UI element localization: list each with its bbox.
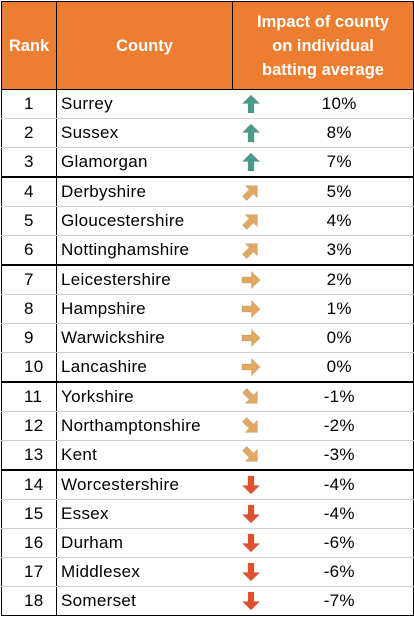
up-right-arrow-icon: [232, 177, 270, 207]
county-cell: Glamorgan: [56, 147, 233, 178]
county-cell: Sussex: [56, 118, 233, 148]
rank-cell: 8: [1, 294, 57, 324]
county-cell: Warwickshire: [56, 323, 233, 353]
impact-cell: -4%: [269, 499, 414, 529]
rank-cell: 12: [1, 411, 57, 441]
impact-cell: 5%: [269, 177, 414, 207]
county-cell: Nottinghamshire: [56, 235, 233, 266]
table-row: 13 Kent -3%: [1, 440, 414, 471]
impact-cell: 7%: [269, 147, 414, 178]
rank-cell: 18: [1, 586, 57, 616]
impact-cell: -6%: [269, 557, 414, 587]
down-arrow-icon: [232, 586, 270, 616]
county-cell: Kent: [56, 440, 233, 471]
county-cell: Gloucestershire: [56, 206, 233, 236]
impact-cell: 10%: [269, 89, 414, 119]
table-row: 3 Glamorgan 7%: [1, 147, 414, 178]
up-right-arrow-icon: [232, 206, 270, 236]
rank-cell: 16: [1, 528, 57, 558]
up-arrow-icon: [232, 147, 270, 178]
table-row: 11 Yorkshire -1%: [1, 382, 414, 412]
county-cell: Somerset: [56, 586, 233, 616]
table-row: 17 Middlesex -6%: [1, 557, 414, 587]
table-row: 2 Sussex 8%: [1, 118, 414, 148]
rank-header: Rank: [1, 1, 57, 90]
impact-header: Impact of county on individual batting a…: [231, 1, 414, 90]
impact-cell: -2%: [269, 411, 414, 441]
table-row: 18 Somerset -7%: [1, 586, 414, 616]
table-row: 9 Warwickshire 0%: [1, 323, 414, 353]
table-row: 14 Worcestershire -4%: [1, 470, 414, 500]
county-cell: Northamptonshire: [56, 411, 233, 441]
impact-cell: 1%: [269, 294, 414, 324]
county-cell: Middlesex: [56, 557, 233, 587]
table-row: 10 Lancashire 0%: [1, 352, 414, 383]
impact-cell: -3%: [269, 440, 414, 471]
table-row: 16 Durham -6%: [1, 528, 414, 558]
table-row: 1 Surrey 10%: [1, 89, 414, 119]
rank-cell: 15: [1, 499, 57, 529]
down-right-arrow-icon: [232, 382, 270, 412]
rank-cell: 10: [1, 352, 57, 383]
table-row: 15 Essex -4%: [1, 499, 414, 529]
impact-header-line2: on individual: [272, 36, 374, 55]
impact-cell: 8%: [269, 118, 414, 148]
rank-cell: 2: [1, 118, 57, 148]
down-arrow-icon: [232, 528, 270, 558]
up-right-arrow-icon: [232, 235, 270, 266]
right-arrow-icon: [232, 323, 270, 353]
rank-cell: 1: [1, 89, 57, 119]
rank-cell: 5: [1, 206, 57, 236]
down-right-arrow-icon: [232, 440, 270, 471]
rank-cell: 13: [1, 440, 57, 471]
county-cell: Worcestershire: [56, 470, 233, 500]
rank-cell: 7: [1, 265, 57, 295]
impact-cell: -7%: [269, 586, 414, 616]
header-row: Rank County Impact of county on individu…: [1, 1, 414, 90]
right-arrow-icon: [232, 294, 270, 324]
county-cell: Yorkshire: [56, 382, 233, 412]
table-row: 12 Northamptonshire -2%: [1, 411, 414, 441]
rank-cell: 4: [1, 177, 57, 207]
table-row: 8 Hampshire 1%: [1, 294, 414, 324]
county-cell: Leicestershire: [56, 265, 233, 295]
down-arrow-icon: [232, 557, 270, 587]
impact-cell: -6%: [269, 528, 414, 558]
rank-cell: 11: [1, 382, 57, 412]
impact-cell: 0%: [269, 352, 414, 383]
impact-cell: 2%: [269, 265, 414, 295]
rank-cell: 3: [1, 147, 57, 178]
impact-header-line1: Impact of county: [257, 12, 390, 31]
impact-cell: 3%: [269, 235, 414, 266]
table-row: 5 Gloucestershire 4%: [1, 206, 414, 236]
county-cell: Surrey: [56, 89, 233, 119]
right-arrow-icon: [232, 265, 270, 295]
impact-header-line3: batting average: [262, 60, 384, 79]
county-cell: Durham: [56, 528, 233, 558]
rank-cell: 14: [1, 470, 57, 500]
impact-cell: 0%: [269, 323, 414, 353]
up-arrow-icon: [232, 89, 270, 119]
table-row: 7 Leicestershire 2%: [1, 265, 414, 295]
county-header: County: [56, 1, 233, 90]
county-cell: Hampshire: [56, 294, 233, 324]
table-row: 4 Derbyshire 5%: [1, 177, 414, 207]
impact-cell: -4%: [269, 470, 414, 500]
down-arrow-icon: [232, 499, 270, 529]
right-arrow-icon: [232, 352, 270, 383]
rank-cell: 17: [1, 557, 57, 587]
down-right-arrow-icon: [232, 411, 270, 441]
impact-cell: 4%: [269, 206, 414, 236]
county-cell: Lancashire: [56, 352, 233, 383]
rank-cell: 6: [1, 235, 57, 266]
county-cell: Essex: [56, 499, 233, 529]
rank-cell: 9: [1, 323, 57, 353]
down-arrow-icon: [232, 470, 270, 500]
table-row: 6 Nottinghamshire 3%: [1, 235, 414, 266]
up-arrow-icon: [232, 118, 270, 148]
county-cell: Derbyshire: [56, 177, 233, 207]
impact-cell: -1%: [269, 382, 414, 412]
